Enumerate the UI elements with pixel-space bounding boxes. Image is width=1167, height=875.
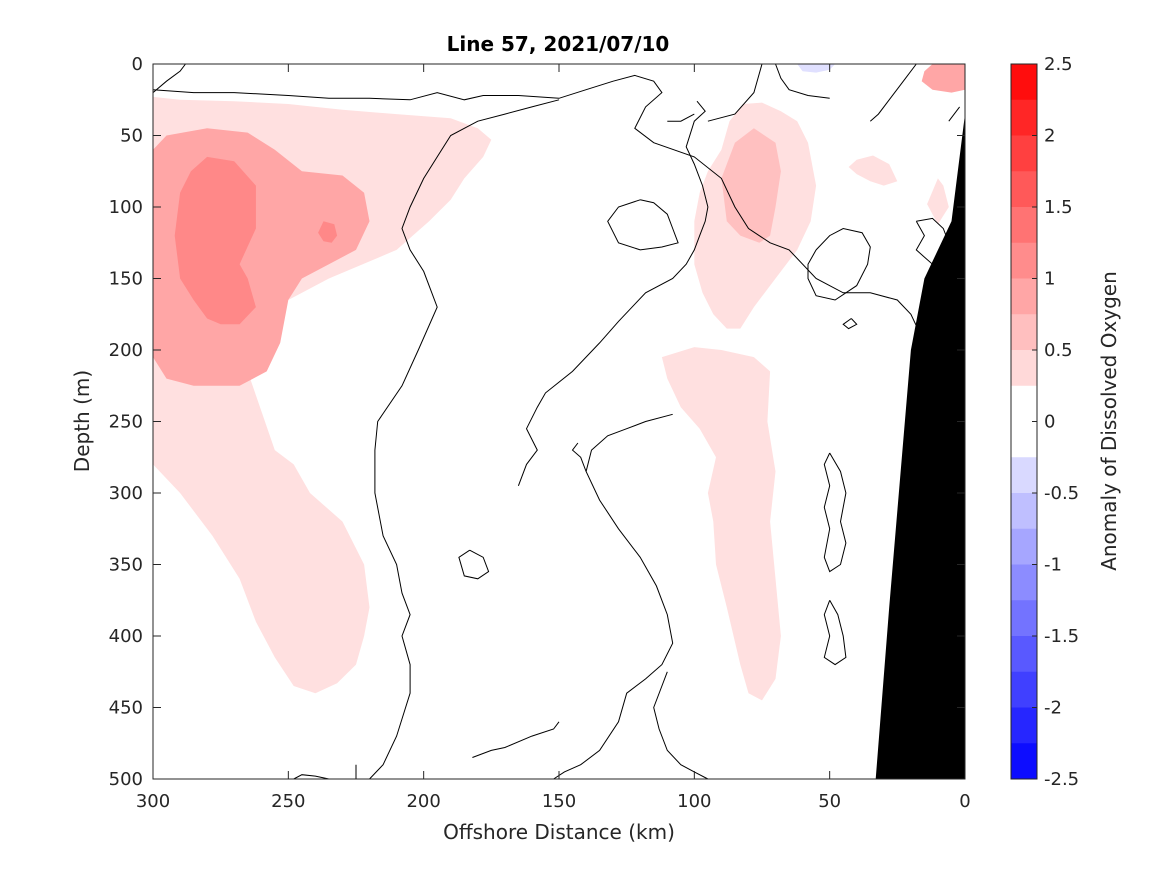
- contour-line: [807, 227, 871, 301]
- colorbar-tick-label: 2.5: [1044, 54, 1073, 75]
- contour-line: [472, 721, 560, 758]
- contour-line: [152, 63, 186, 93]
- y-tick-label: 250: [109, 412, 143, 433]
- colorbar-tick-label: 0.5: [1044, 340, 1073, 361]
- contour-line: [653, 671, 709, 780]
- contour-line: [553, 413, 674, 780]
- y-tick-label: 200: [109, 340, 143, 361]
- colorbar-band: [1011, 493, 1037, 530]
- y-tick-label: 350: [109, 555, 143, 576]
- colorbar-band: [1011, 171, 1037, 208]
- x-axis-label: Offshore Distance (km): [443, 820, 675, 844]
- colorbar-tick-label: -2.5: [1044, 769, 1079, 790]
- x-tick-label: 200: [406, 791, 440, 812]
- colorbar-band: [1011, 385, 1037, 422]
- contour-line: [152, 74, 925, 344]
- x-axis: 300 250 200 150 100 50 0: [136, 64, 971, 812]
- plot-area: [152, 63, 966, 780]
- colorbar-band: [1011, 600, 1037, 637]
- colorbar-tick-label: 0: [1044, 412, 1055, 433]
- contour-line: [293, 774, 330, 780]
- colorbar-tick-label: -1: [1044, 555, 1062, 576]
- anomaly-region-nearshore-positive-core: [721, 128, 781, 243]
- contour-line: [607, 199, 679, 251]
- x-tick-label: 150: [542, 791, 576, 812]
- colorbar-tick-label: -0.5: [1044, 483, 1079, 504]
- anomaly-region-deep-positive-anomaly: [661, 347, 781, 701]
- anomaly-region-surface-negative: [797, 64, 836, 73]
- colorbar-band: [1011, 99, 1037, 136]
- colorbar-band: [1011, 64, 1037, 101]
- contour-line: [842, 318, 858, 330]
- colorbar-band: [1011, 457, 1037, 494]
- colorbar-tick-label: 1: [1044, 269, 1055, 290]
- x-tick-label: 0: [959, 791, 970, 812]
- y-tick-label: 500: [109, 769, 143, 790]
- y-tick-label: 100: [109, 197, 143, 218]
- contour-line: [707, 63, 763, 122]
- contour-line: [823, 600, 847, 666]
- contour-line: [775, 63, 830, 99]
- colorbar-band: [1011, 135, 1037, 172]
- anomaly-region-surface-positive-corner: [921, 64, 965, 93]
- colorbar-band: [1011, 350, 1037, 387]
- anomaly-fill-layer: [153, 64, 965, 701]
- chart-title: Line 57, 2021/07/10: [447, 32, 670, 56]
- colorbar-tick-label: 1.5: [1044, 197, 1073, 218]
- colorbar-band: [1011, 671, 1037, 708]
- contour-line: [458, 549, 490, 580]
- colorbar-band: [1011, 314, 1037, 351]
- contour-line: [571, 442, 587, 472]
- contour-line: [823, 452, 847, 573]
- contour-line: [369, 99, 560, 780]
- y-tick-label: 400: [109, 626, 143, 647]
- colorbar-label: Anomaly of Dissolved Oxygen: [1097, 271, 1121, 571]
- y-tick-label: 450: [109, 698, 143, 719]
- colorbar-band: [1011, 636, 1037, 673]
- y-tick-label: 150: [109, 269, 143, 290]
- y-axis-label: Depth (m): [70, 370, 94, 472]
- seafloor-bathymetry: [875, 114, 965, 780]
- contour-line: [869, 63, 917, 122]
- anomaly-region-offshore-peak: [174, 156, 256, 325]
- colorbar-band: [1011, 278, 1037, 315]
- colorbar-band: [1011, 207, 1037, 244]
- colorbar-tick-label: -2: [1044, 698, 1062, 719]
- colorbar: 2.5 2 1.5 1 0.5 0 -0.5 -1 -1.5 -2 -2.5: [1010, 54, 1079, 790]
- colorbar-band: [1011, 528, 1037, 565]
- colorbar-band: [1011, 564, 1037, 601]
- colorbar-band: [1011, 743, 1037, 780]
- y-axis: 0 50 100 150 200 250 300 350 400 450 500: [109, 54, 965, 790]
- anomaly-region-secondary-peak: [318, 221, 338, 243]
- contour-line-layer: [152, 63, 960, 780]
- x-tick-label: 100: [677, 791, 711, 812]
- anomaly-region-shelf-positive-anomaly: [848, 155, 898, 186]
- x-tick-label: 250: [271, 791, 305, 812]
- contour-line: [517, 100, 709, 486]
- colorbar-tick-label: -1.5: [1044, 626, 1079, 647]
- contour-line: [948, 106, 960, 122]
- y-tick-label: 0: [132, 54, 143, 75]
- x-tick-label: 50: [818, 791, 841, 812]
- colorbar-band: [1011, 242, 1037, 279]
- bathymetry-layer: [875, 114, 965, 780]
- anomaly-region-shelf-positive-anomaly-2: [927, 178, 949, 225]
- colorbar-tick-label: 2: [1044, 126, 1055, 147]
- y-tick-label: 50: [120, 126, 143, 147]
- x-tick-label: 300: [136, 791, 170, 812]
- colorbar-band: [1011, 421, 1037, 458]
- colorbar-band: [1011, 707, 1037, 744]
- contour-line: [667, 113, 695, 122]
- y-tick-label: 300: [109, 483, 143, 504]
